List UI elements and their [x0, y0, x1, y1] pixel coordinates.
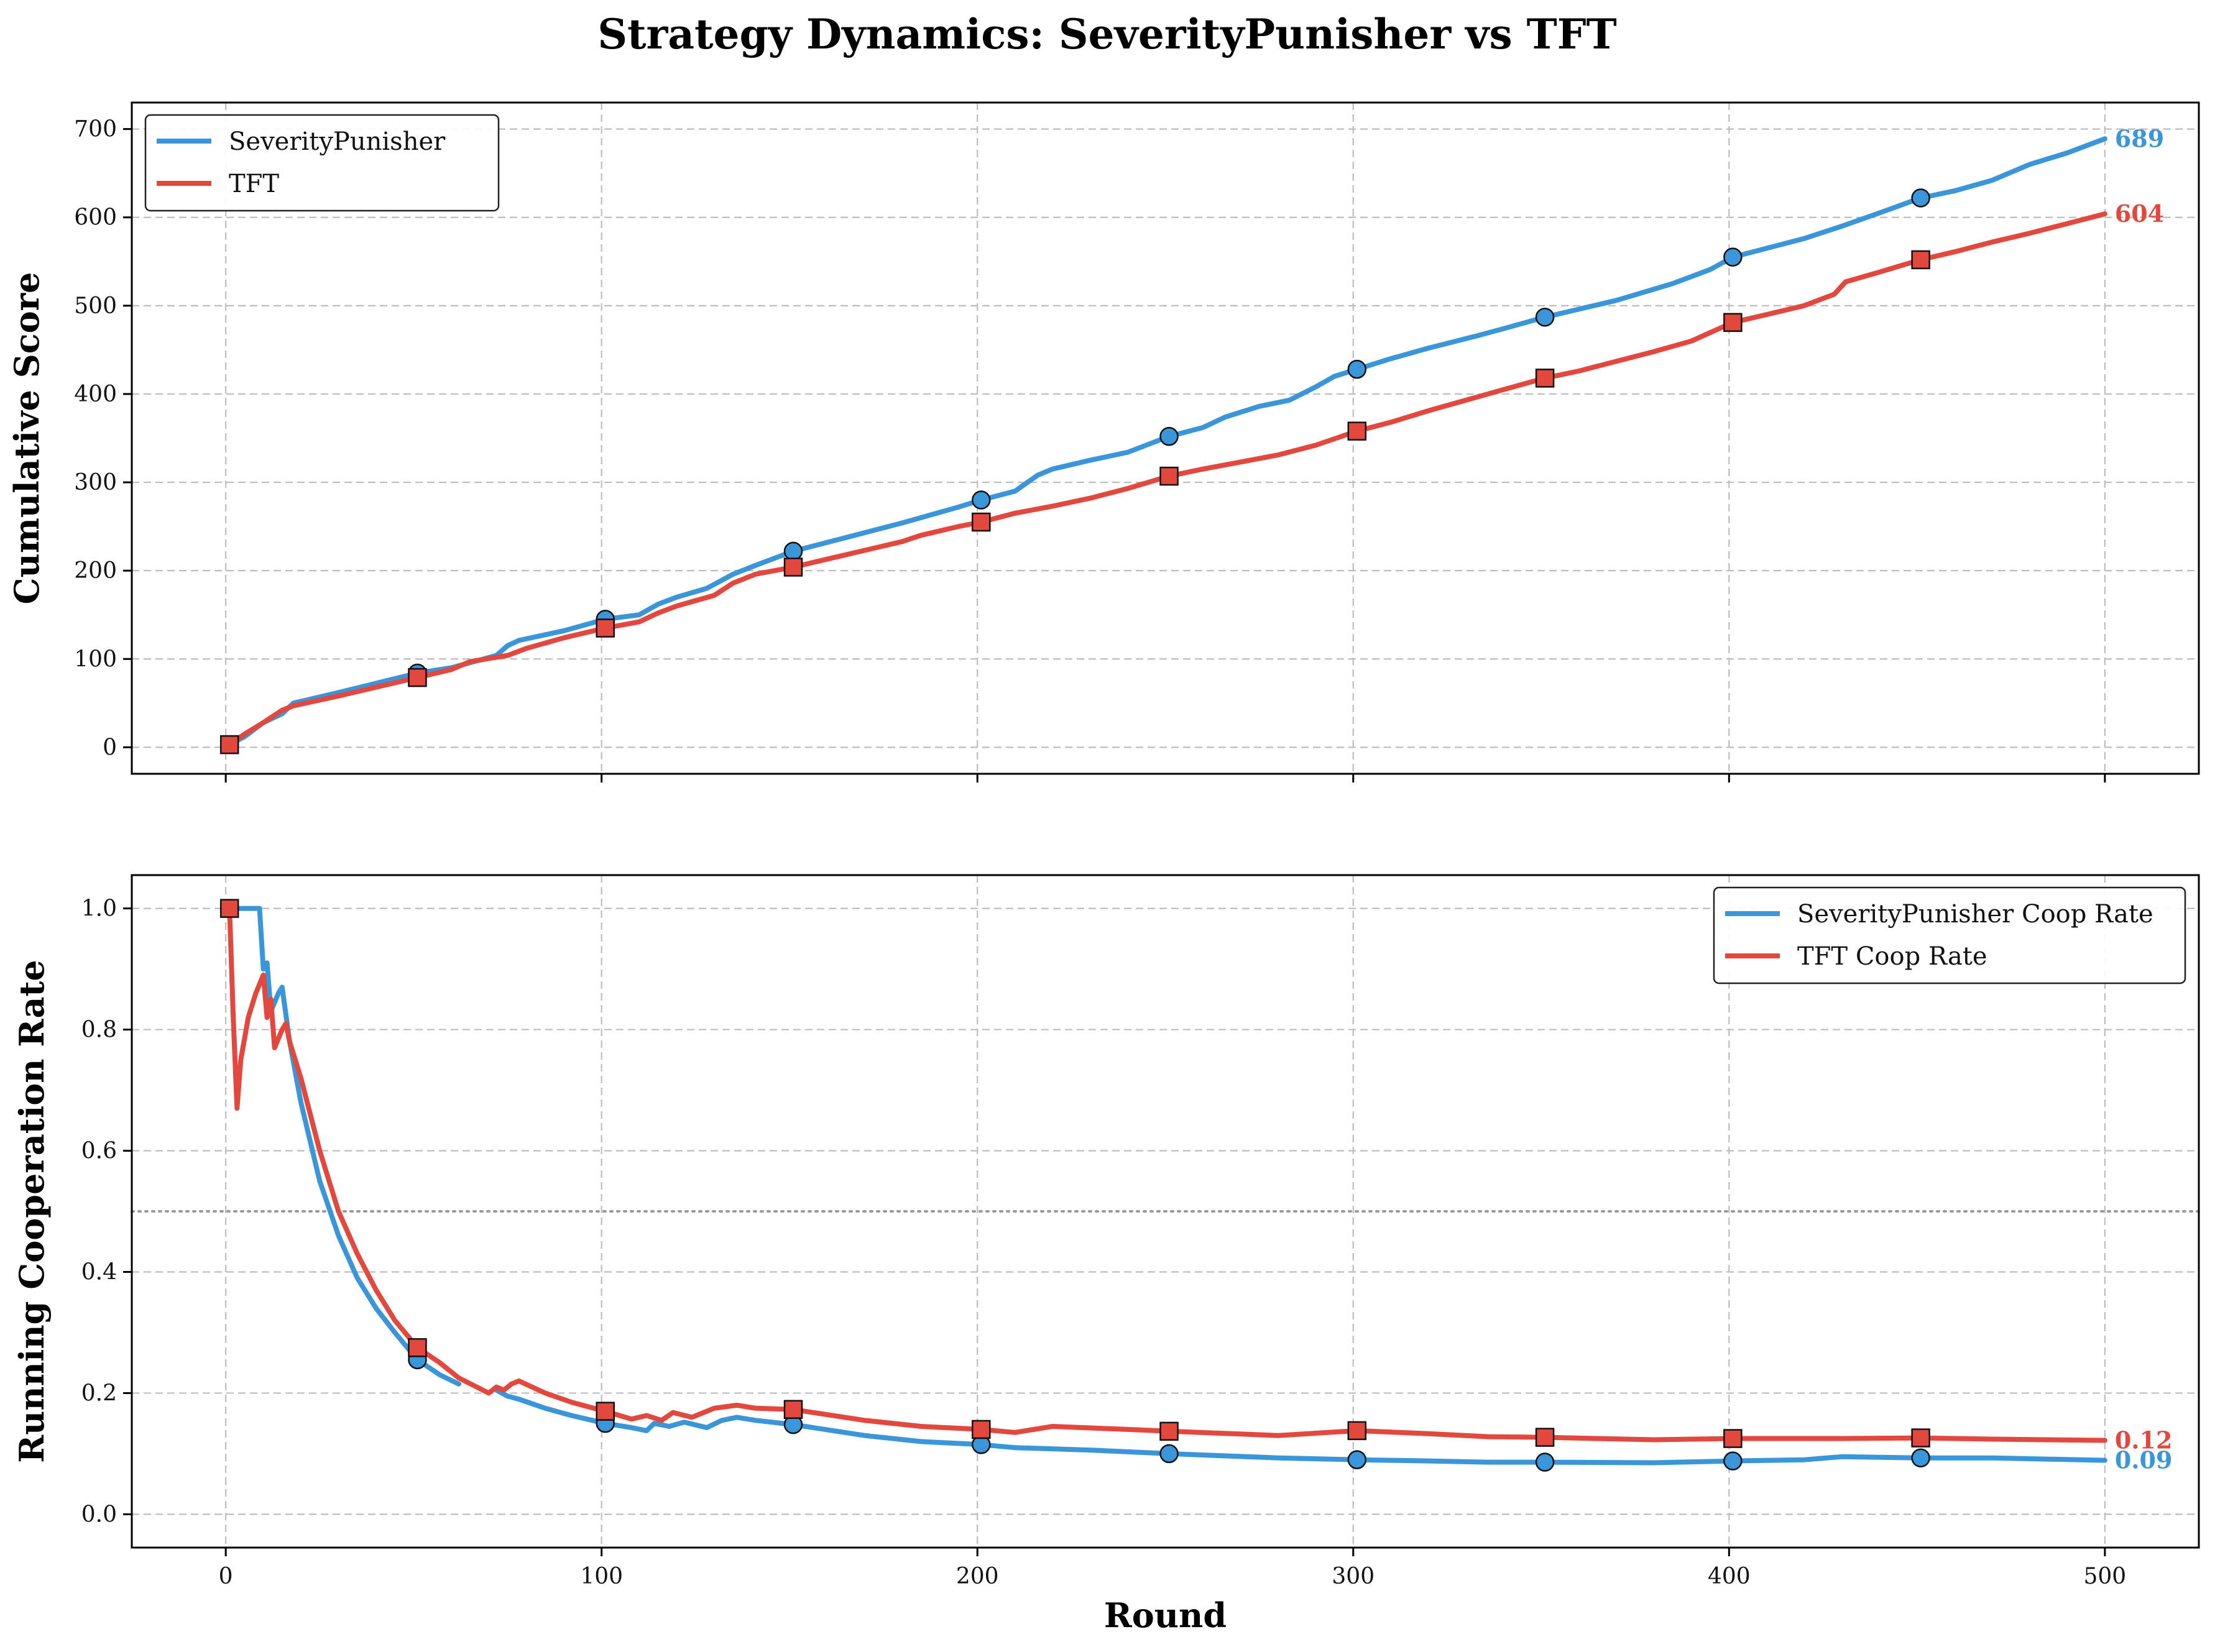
data-point-square [1911, 1428, 1930, 1448]
y-axis-label: Running Cooperation Rate [12, 960, 52, 1463]
data-point-square [1535, 1428, 1555, 1447]
end-value-label: 689 [2115, 124, 2164, 152]
y-tick-label: 0.4 [81, 1259, 117, 1285]
end-value-label: 0.09 [2115, 1446, 2173, 1474]
data-point-circle [1159, 1444, 1179, 1464]
data-point-square [1723, 313, 1743, 333]
data-point-circle [1347, 359, 1367, 379]
data-point-circle [1723, 247, 1743, 267]
data-point-square [783, 558, 803, 577]
x-tick-label: 100 [580, 1564, 623, 1589]
x-tick-label: 200 [956, 1564, 999, 1589]
series-line [227, 211, 2107, 748]
data-point-square [1911, 250, 1930, 270]
x-tick-label: 0 [219, 1564, 233, 1589]
axis-frame [131, 101, 2200, 775]
series-line [227, 906, 2107, 1443]
legend: SeverityPunisher Coop Rate TFT Coop Rate [1713, 886, 2186, 984]
data-point-square [1535, 369, 1555, 388]
chart-title: Strategy Dynamics: SeverityPunisher vs T… [597, 10, 1616, 58]
y-tick-label: 0.8 [81, 1017, 117, 1043]
y-tick-label: 200 [74, 558, 117, 584]
data-point-square [783, 1400, 803, 1420]
cumulative-score-panel: 689 604 0 100 200 300 400 500 600 700 Cumulative S… [7, 101, 2200, 782]
data-point-square [408, 1338, 427, 1357]
y-tick-label: 400 [74, 382, 117, 407]
data-point-square [1723, 1429, 1743, 1448]
y-tick-label: 300 [74, 470, 117, 495]
data-point-square [1347, 1421, 1367, 1441]
series-line [227, 136, 2107, 748]
data-point-square [596, 1402, 615, 1421]
y-tick-label: 0 [103, 735, 117, 760]
data-point-circle [1911, 1448, 1930, 1467]
legend: SeverityPunisher TFT [144, 114, 500, 212]
data-point-circle [1911, 188, 1930, 208]
data-point-square [219, 899, 239, 918]
data-point-circle [972, 490, 991, 510]
y-tick-label: 500 [74, 293, 117, 319]
y-tick-label: 0.6 [81, 1139, 117, 1164]
y-tick-label: 700 [74, 117, 117, 142]
cooperation-rate-panel: 0.090.12 0 100 200 300 400 500 0.0 0.2 0.4 0.6 0.8 1… [12, 874, 2200, 1635]
axis-frame [131, 874, 2200, 1549]
y-axis-label: Cumulative Score [7, 272, 47, 605]
y-tick-label: 600 [74, 205, 117, 231]
data-point-circle [1723, 1451, 1743, 1471]
data-point-square [408, 668, 427, 687]
data-point-circle [1347, 1450, 1367, 1469]
data-point-circle [1535, 1452, 1555, 1472]
data-point-circle [1159, 426, 1179, 446]
series-line [227, 906, 2107, 1466]
data-point-square [972, 1420, 991, 1439]
data-point-square [1159, 1421, 1179, 1441]
data-point-circle [783, 541, 803, 561]
y-tick-label: 0.0 [81, 1502, 117, 1527]
data-point-square [1159, 466, 1179, 486]
data-point-circle [1535, 308, 1555, 327]
legend-entry: SeverityPunisher Coop Rate [1797, 900, 2153, 929]
data-point-square [972, 512, 991, 532]
legend-entry: TFT [229, 170, 279, 198]
legend-box [1713, 886, 2186, 984]
y-tick-label: 1.0 [81, 896, 117, 922]
legend-entry: TFT Coop Rate [1797, 942, 1987, 971]
legend-box [144, 114, 500, 212]
y-tick-label: 100 [74, 646, 117, 672]
end-value-label: 0.12 [2115, 1426, 2173, 1454]
x-tick-label: 500 [2084, 1564, 2127, 1589]
y-tick-label: 0.2 [81, 1380, 117, 1406]
data-point-square [596, 618, 615, 638]
x-tick-label: 300 [1332, 1564, 1375, 1589]
data-point-square [1347, 421, 1367, 441]
data-point-square [219, 735, 239, 755]
legend-entry: SeverityPunisher [229, 127, 446, 156]
end-value-label: 604 [2115, 200, 2164, 227]
x-tick-label: 400 [1708, 1564, 1751, 1589]
x-axis-label: Round [1104, 1595, 1227, 1635]
